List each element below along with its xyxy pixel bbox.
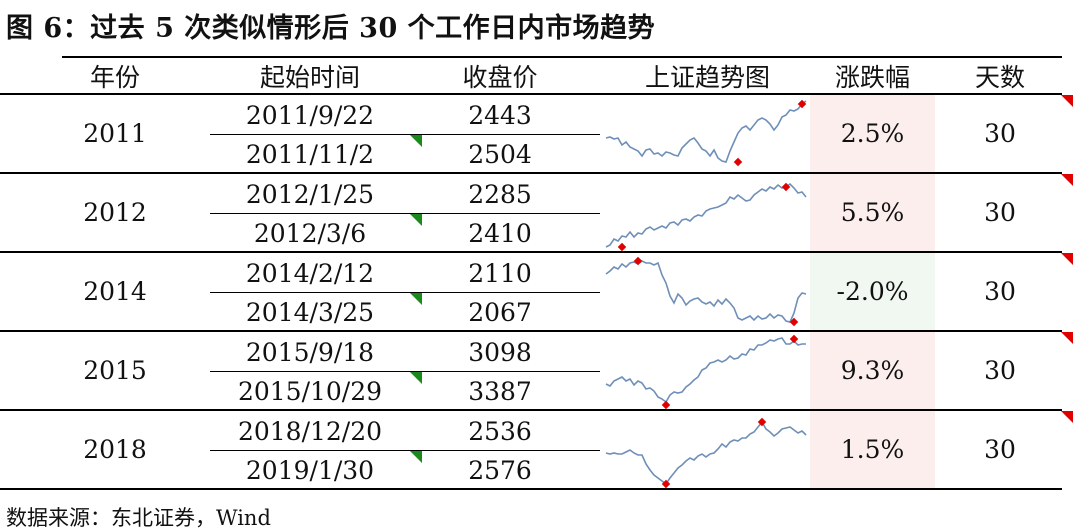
inner-divider — [210, 371, 600, 372]
row-rule — [0, 409, 1062, 411]
header-start-time: 起始时间 — [259, 63, 360, 92]
days-cell: 30 — [984, 119, 1016, 148]
comment-flag-icon — [410, 372, 422, 384]
sparkline-marker-b — [789, 334, 799, 344]
start-close-cell: 3098 — [468, 338, 532, 367]
days-cell: 30 — [984, 435, 1016, 464]
trend-sparkline — [605, 334, 806, 410]
comment-flag-icon — [1061, 253, 1073, 265]
table-top-rule — [62, 56, 1062, 58]
inner-divider — [210, 450, 600, 451]
end-date-cell: 2019/1/30 — [245, 456, 375, 485]
change-cell: 9.3% — [840, 356, 905, 385]
year-cell: 2014 — [83, 277, 147, 306]
change-band — [810, 332, 935, 409]
comment-flag-icon — [1061, 95, 1073, 107]
header-bottom-rule — [0, 93, 1062, 95]
comment-flag-icon — [410, 214, 422, 226]
days-cell: 30 — [984, 198, 1016, 227]
sparkline-path — [605, 182, 807, 248]
header-year: 年份 — [89, 63, 140, 92]
start-close-cell: 2110 — [468, 259, 532, 288]
comment-flag-icon — [1061, 332, 1073, 344]
start-date-cell: 2011/9/22 — [245, 101, 375, 130]
change-band — [810, 95, 935, 172]
trend-sparkline — [605, 99, 807, 167]
trend-sparkline — [605, 182, 807, 252]
row-rule — [0, 172, 1062, 174]
sparkline-path — [605, 260, 807, 323]
sparkline-marker-a — [617, 242, 627, 252]
year-cell: 2018 — [83, 435, 147, 464]
end-close-cell: 2504 — [468, 140, 532, 169]
comment-flag-icon — [1061, 174, 1073, 186]
sparkline-marker-a — [661, 400, 671, 410]
row-rule — [0, 251, 1062, 253]
comment-flag-icon — [410, 135, 422, 147]
start-close-cell: 2536 — [468, 417, 532, 446]
end-date-cell: 2012/3/6 — [253, 219, 367, 248]
change-cell: 1.5% — [840, 435, 905, 464]
year-cell: 2015 — [83, 356, 147, 385]
comment-flag-icon — [410, 451, 422, 463]
sparkline-marker-a — [633, 256, 643, 266]
start-close-cell: 2285 — [468, 180, 532, 209]
header-close: 收盘价 — [462, 63, 538, 92]
header-days: 天数 — [974, 63, 1025, 92]
change-cell: 2.5% — [840, 119, 905, 148]
comment-flag-icon — [1061, 411, 1073, 423]
start-date-cell: 2014/2/12 — [245, 259, 375, 288]
change-band — [810, 174, 935, 251]
sparkline-path — [605, 420, 807, 486]
days-cell: 30 — [984, 356, 1016, 385]
comment-flag-icon — [410, 293, 422, 305]
row-rule — [0, 330, 1062, 332]
end-close-cell: 2576 — [468, 456, 532, 485]
sparkline-marker-b — [733, 157, 743, 167]
start-close-cell: 2443 — [468, 101, 532, 130]
days-cell: 30 — [984, 277, 1016, 306]
start-date-cell: 2015/9/18 — [245, 338, 375, 367]
header-trend: 上证趋势图 — [644, 63, 770, 92]
start-date-cell: 2012/1/25 — [245, 180, 375, 209]
year-cell: 2011 — [83, 119, 147, 148]
change-band — [810, 253, 935, 330]
data-source-note: 数据来源：东北证券，Wind — [6, 506, 271, 530]
change-band — [810, 411, 935, 488]
sparkline-path — [605, 337, 806, 404]
change-cell: -2.0% — [836, 277, 909, 306]
inner-divider — [210, 292, 600, 293]
end-close-cell: 2067 — [468, 298, 532, 327]
start-date-cell: 2018/12/20 — [237, 417, 383, 446]
figure-title: 图 6：过去 5 次类似情形后 30 个工作日内市场趋势 — [6, 13, 656, 44]
trend-sparkline — [605, 417, 807, 489]
end-close-cell: 3387 — [468, 377, 532, 406]
row-rule — [0, 488, 1062, 490]
sparkline-path — [605, 100, 807, 163]
trend-sparkline — [605, 256, 807, 327]
inner-divider — [210, 213, 600, 214]
end-date-cell: 2015/10/29 — [237, 377, 383, 406]
end-date-cell: 2011/11/2 — [245, 140, 375, 169]
header-change: 涨跌幅 — [834, 63, 910, 92]
end-close-cell: 2410 — [468, 219, 532, 248]
year-cell: 2012 — [83, 198, 147, 227]
end-date-cell: 2014/3/25 — [245, 298, 375, 327]
inner-divider — [210, 134, 600, 135]
change-cell: 5.5% — [840, 198, 905, 227]
